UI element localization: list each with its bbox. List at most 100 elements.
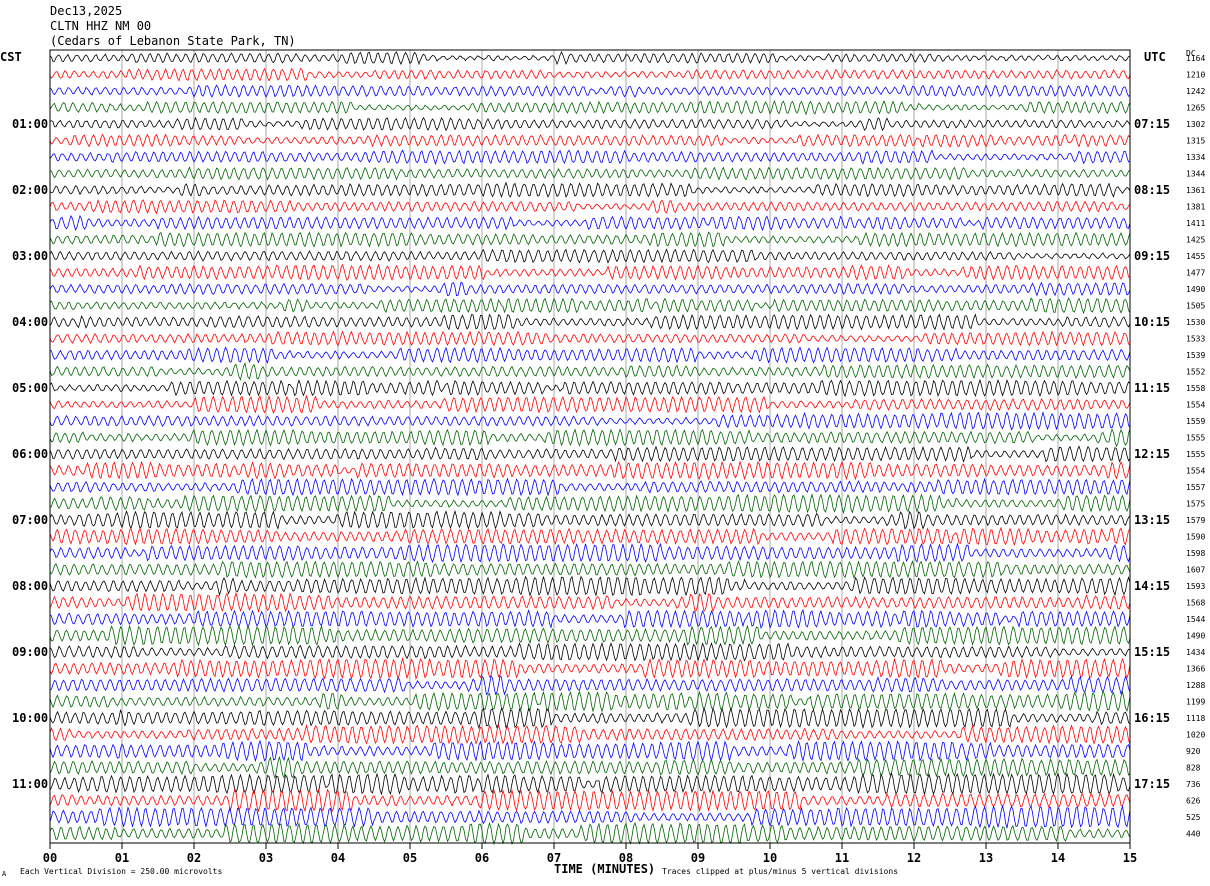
seismic-trace xyxy=(49,149,1131,166)
right-hour-label: 11:15 xyxy=(1134,381,1170,395)
seismic-trace xyxy=(49,83,1131,98)
right-hour-label: 16:15 xyxy=(1134,711,1170,725)
seismic-trace xyxy=(49,821,1131,846)
seismic-trace xyxy=(49,281,1131,297)
dc-offset-label: 1302 xyxy=(1186,120,1205,129)
clip-note: Traces clipped at plus/minus 5 vertical … xyxy=(662,867,899,876)
x-axis-title: TIME (MINUTES) xyxy=(554,862,656,876)
seismic-trace xyxy=(49,542,1131,564)
seismic-trace xyxy=(49,166,1131,181)
x-tick-label: 08 xyxy=(619,851,633,865)
seismic-trace xyxy=(49,477,1131,497)
dc-offset-label: 1242 xyxy=(1186,87,1205,96)
left-hour-label: 01:00 xyxy=(12,117,48,131)
x-tick-label: 05 xyxy=(403,851,417,865)
scale-note: Each Vertical Division = 250.00 microvol… xyxy=(20,867,223,876)
left-hour-label: 05:00 xyxy=(12,381,48,395)
x-tick-label: 12 xyxy=(907,851,921,865)
x-tick-label: 06 xyxy=(475,851,489,865)
seismic-trace xyxy=(49,361,1131,381)
seismic-trace xyxy=(49,624,1131,647)
grid-lines xyxy=(121,50,1059,843)
seismic-trace xyxy=(49,99,1131,116)
seismic-trace xyxy=(49,231,1131,248)
seismic-trace xyxy=(49,214,1131,232)
seismic-trace xyxy=(49,297,1131,315)
seismic-trace xyxy=(49,378,1131,398)
dc-offset-label: 1265 xyxy=(1186,104,1205,113)
right-hour-label: 17:15 xyxy=(1134,777,1170,791)
seismic-trace xyxy=(49,526,1131,547)
dc-offset-label: 1199 xyxy=(1186,698,1205,707)
seismic-trace xyxy=(49,330,1131,347)
dc-offset-label: 1593 xyxy=(1186,582,1205,591)
dc-offset-label: 1554 xyxy=(1186,401,1205,410)
seismic-trace xyxy=(49,133,1131,148)
dc-offset-label: 1539 xyxy=(1186,351,1205,360)
dc-offset-label: 1210 xyxy=(1186,71,1205,80)
seismic-trace xyxy=(49,591,1131,613)
left-hour-label: 06:00 xyxy=(12,447,48,461)
right-hour-label: 10:15 xyxy=(1134,315,1170,329)
x-tick-label: 15 xyxy=(1123,851,1137,865)
seismic-trace xyxy=(49,492,1131,515)
dc-offset-label: 1558 xyxy=(1186,384,1205,393)
dc-offset-label: 440 xyxy=(1186,830,1201,839)
dc-offset-label: 1579 xyxy=(1186,516,1205,525)
right-hour-label: 12:15 xyxy=(1134,447,1170,461)
dc-offset-label: 1530 xyxy=(1186,318,1205,327)
seismic-trace xyxy=(49,657,1131,681)
dc-offset-label: 1533 xyxy=(1186,335,1205,344)
left-hour-label: 09:00 xyxy=(12,645,48,659)
dc-offset-label: 1557 xyxy=(1186,483,1205,492)
right-timezone-label: UTC xyxy=(1144,50,1166,64)
x-tick-label: 00 xyxy=(43,851,57,865)
dc-offset-label: 1555 xyxy=(1186,434,1205,443)
right-hour-label: 08:15 xyxy=(1134,183,1170,197)
seismic-trace xyxy=(49,394,1131,415)
left-hour-label: 02:00 xyxy=(12,183,48,197)
dc-offset-label: 1366 xyxy=(1186,665,1205,674)
dc-offset-labels: 1164 1210 1242 1265 1302 1315 1334 1344 1361 1381… xyxy=(1186,54,1205,839)
left-hour-label: 07:00 xyxy=(12,513,48,527)
x-tick-label: 04 xyxy=(331,851,345,865)
right-hour-labels: 07:15 08:15 09:15 10:15 11:15 12:15 13:15 14:15… xyxy=(1134,117,1170,791)
dc-offset-label: 1425 xyxy=(1186,236,1205,245)
dc-offset-label: 1544 xyxy=(1186,615,1205,624)
seismic-trace xyxy=(49,723,1131,746)
seismic-trace xyxy=(49,411,1131,431)
dc-offset-label: 1559 xyxy=(1186,417,1205,426)
x-tick-label: 01 xyxy=(115,851,129,865)
dc-offset-label: 1434 xyxy=(1186,648,1205,657)
seismic-trace xyxy=(49,706,1131,730)
x-axis-ticks: 00 01 02 03 04 05 06 07 08 09 10 11 12 13 14 15 xyxy=(43,843,1137,865)
x-tick-label: 10 xyxy=(763,851,777,865)
x-tick-label: 14 xyxy=(1051,851,1065,865)
plot-header: Dec13,2025 CLTN HHZ NM 00 (Cedars of Leb… xyxy=(50,4,296,49)
dc-offset-label: 1344 xyxy=(1186,170,1205,179)
seismic-trace xyxy=(49,248,1131,264)
left-hour-label: 04:00 xyxy=(12,315,48,329)
right-hour-label: 07:15 xyxy=(1134,117,1170,131)
seismic-trace xyxy=(49,575,1131,597)
dc-offset-label: 920 xyxy=(1186,747,1201,756)
dc-offset-label: 736 xyxy=(1186,780,1201,789)
seismic-trace xyxy=(49,560,1131,580)
dc-column-label: DC xyxy=(1186,49,1196,58)
x-tick-label: 07 xyxy=(547,851,561,865)
plot-frame xyxy=(49,49,1131,844)
seismic-trace xyxy=(49,674,1131,696)
dc-offset-label: 1552 xyxy=(1186,368,1205,377)
seismic-trace xyxy=(49,739,1131,763)
seismic-trace xyxy=(49,181,1131,199)
dc-offset-label: 626 xyxy=(1186,797,1201,806)
seismic-trace xyxy=(49,804,1131,829)
seismic-trace xyxy=(49,428,1131,448)
right-hour-label: 09:15 xyxy=(1134,249,1170,263)
seismic-trace xyxy=(49,346,1131,364)
dc-offset-label: 1590 xyxy=(1186,533,1205,542)
seismic-trace xyxy=(49,313,1131,331)
dc-offset-label: 828 xyxy=(1186,764,1201,773)
x-tick-label: 03 xyxy=(259,851,273,865)
dc-offset-label: 1381 xyxy=(1186,203,1205,212)
